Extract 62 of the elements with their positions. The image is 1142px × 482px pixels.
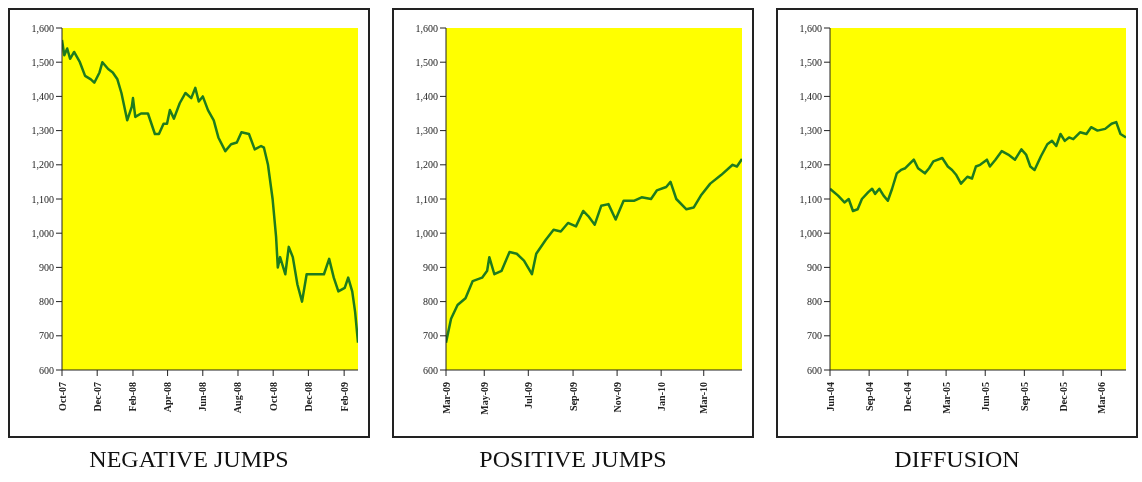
y-tick-label: 600 <box>39 364 54 376</box>
y-tick-label: 1,300 <box>415 125 438 137</box>
x-tick-label: Mar-10 <box>698 382 710 414</box>
x-tick-label: May-09 <box>478 382 490 415</box>
y-tick-label: 1,000 <box>415 227 438 239</box>
y-tick-label: 700 <box>807 330 822 342</box>
y-tick-label: 1,600 <box>31 22 54 34</box>
x-tick-label: Jan-10 <box>655 382 667 411</box>
y-tick-label: 1,400 <box>31 90 54 102</box>
x-tick-label: Oct-08 <box>267 382 279 411</box>
x-tick-label: Mar-06 <box>1095 382 1107 414</box>
y-tick-label: 1,100 <box>415 193 438 205</box>
y-tick-label: 1,300 <box>31 125 54 137</box>
x-tick-label: Jun-08 <box>197 382 209 412</box>
x-tick-label: Nov-09 <box>611 382 623 413</box>
x-tick-label: Dec-08 <box>302 382 314 412</box>
x-tick-label: Mar-05 <box>940 382 952 414</box>
y-tick-label: 1,400 <box>415 90 438 102</box>
x-tick-label: Sep-09 <box>567 382 579 411</box>
x-tick-label: Oct-07 <box>56 382 68 411</box>
x-tick-label: Mar-09 <box>440 382 452 414</box>
y-tick-label: 600 <box>423 364 438 376</box>
text: NEGATIVE JUMPS <box>88 446 290 473</box>
y-tick-label: 1,400 <box>799 90 822 102</box>
x-tick-label: Jun-04 <box>824 382 836 412</box>
x-tick-label: Apr-08 <box>162 382 174 413</box>
x-tick-label: Jul-09 <box>522 382 534 409</box>
y-tick-label: 1,100 <box>799 193 822 205</box>
x-tick-label: Jun-05 <box>979 382 991 412</box>
y-tick-label: 1,300 <box>799 125 822 137</box>
y-tick-label: 800 <box>423 296 438 308</box>
y-tick-label: 700 <box>39 330 54 342</box>
x-tick-label: Dec-04 <box>902 382 914 412</box>
y-tick-label: 1,500 <box>31 56 54 68</box>
text: DIFFUSION <box>893 446 1021 473</box>
line-series <box>446 157 742 344</box>
line-series <box>830 120 1126 213</box>
y-tick-label: 1,000 <box>799 227 822 239</box>
x-tick-label: Aug-08 <box>232 382 244 414</box>
y-tick-label: 1,100 <box>31 193 54 205</box>
y-tick-label: 900 <box>807 261 822 273</box>
y-tick-label: 1,200 <box>799 159 822 171</box>
x-tick-label: Feb-09 <box>338 382 350 412</box>
x-tick-label: Feb-08 <box>127 382 139 412</box>
x-tick-label: Dec-05 <box>1057 382 1069 412</box>
y-tick-label: 1,200 <box>31 159 54 171</box>
y-tick-label: 1,500 <box>799 56 822 68</box>
y-tick-label: 1,600 <box>799 22 822 34</box>
x-tick-label: Dec-07 <box>91 382 103 412</box>
y-tick-label: 600 <box>807 364 822 376</box>
y-tick-label: 1,600 <box>415 22 438 34</box>
x-tick-label: Sep-05 <box>1018 382 1030 411</box>
y-tick-label: 1,500 <box>415 56 438 68</box>
y-tick-label: 900 <box>423 261 438 273</box>
y-tick-label: 700 <box>423 330 438 342</box>
y-tick-label: 900 <box>39 261 54 273</box>
y-tick-label: 1,000 <box>31 227 54 239</box>
y-tick-label: 800 <box>39 296 54 308</box>
x-tick-label: Sep-04 <box>863 382 875 411</box>
y-tick-label: 1,200 <box>415 159 438 171</box>
y-tick-label: 800 <box>807 296 822 308</box>
text: POSITIVE JUMPS <box>478 446 668 473</box>
